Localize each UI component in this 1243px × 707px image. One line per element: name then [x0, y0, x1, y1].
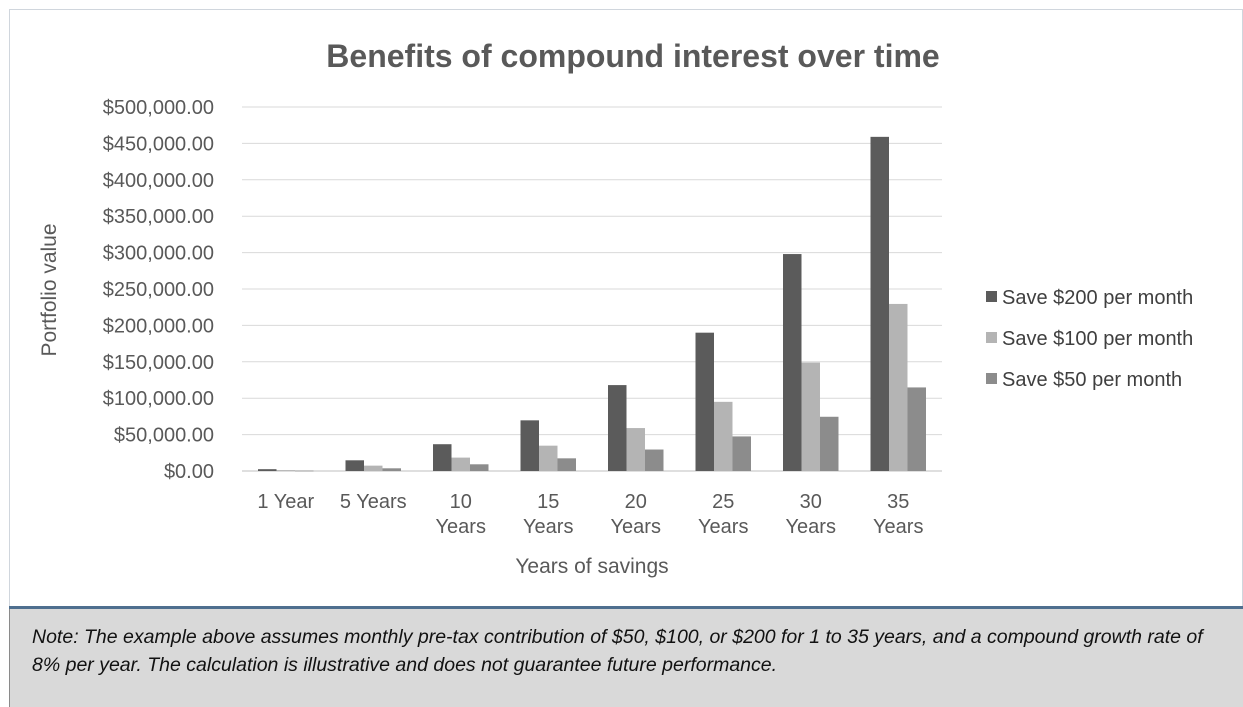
bar — [626, 428, 645, 471]
bars — [258, 136, 926, 472]
chart-title: Benefits of compound interest over time — [326, 38, 939, 74]
x-tick-label: 25 — [712, 491, 734, 513]
y-tick-label: $0.00 — [164, 461, 214, 483]
y-tick-label: $300,000.00 — [103, 243, 214, 265]
y-tick-label: $250,000.00 — [103, 279, 214, 301]
bar — [907, 387, 926, 471]
x-tick-label: 10 — [450, 491, 472, 513]
bar — [470, 464, 489, 471]
x-tick-label: 5 Years — [340, 491, 407, 513]
bar — [295, 470, 314, 472]
bar — [345, 460, 364, 471]
gridlines — [242, 106, 942, 472]
y-tick-label: $400,000.00 — [103, 170, 214, 192]
x-axis-title: Years of savings — [515, 555, 668, 578]
x-tick-label: Years — [611, 516, 661, 538]
bar — [645, 449, 664, 471]
x-tick-label: 35 — [887, 491, 909, 513]
legend-label: Save $200 per month — [1002, 287, 1193, 309]
bar — [539, 445, 558, 471]
bar — [714, 401, 733, 471]
bar — [276, 470, 295, 471]
bar — [608, 385, 627, 471]
y-axis-ticks: $0.00 $50,000.00 $100,000.00 $150,000.00 $20… — [103, 97, 214, 483]
y-tick-label: $150,000.00 — [103, 352, 214, 374]
x-tick-label: 20 — [625, 491, 647, 513]
bar — [364, 465, 383, 471]
legend-swatch — [986, 332, 997, 343]
bar — [820, 416, 839, 471]
chart-frame — [9, 9, 1243, 606]
y-tick-label: $350,000.00 — [103, 206, 214, 228]
note-text: Note: The example above assumes monthly … — [32, 626, 1203, 676]
legend-swatch — [986, 373, 997, 384]
x-tick-label: Years — [436, 516, 486, 538]
legend-label: Save $50 per month — [1002, 369, 1182, 391]
note-box: Note: The example above assumes monthly … — [9, 609, 1243, 707]
divider — [9, 606, 1243, 609]
y-axis-title: Portfolio value — [38, 223, 61, 356]
bar — [520, 420, 539, 471]
legend: Save $200 per month Save $100 per month Sa… — [986, 287, 1193, 391]
bar — [557, 458, 576, 471]
bar — [732, 436, 751, 471]
x-tick-label: 30 — [800, 491, 822, 513]
bar — [258, 469, 277, 471]
y-tick-label: $200,000.00 — [103, 315, 214, 337]
x-axis-ticks: 1 Year 5 Years 10 Years 15 Years 20 Years 25 Year… — [257, 491, 923, 538]
legend-swatch — [986, 291, 997, 302]
y-tick-label: $500,000.00 — [103, 97, 214, 119]
bar-chart: Benefits of compound interest over time … — [38, 38, 1193, 578]
x-tick-label: 1 Year — [257, 491, 314, 513]
bar — [382, 468, 401, 471]
x-tick-label: 15 — [537, 491, 559, 513]
bar — [451, 457, 470, 471]
bar — [889, 303, 908, 471]
y-tick-label: $100,000.00 — [103, 388, 214, 410]
x-tick-label: Years — [786, 516, 836, 538]
x-tick-label: Years — [873, 516, 923, 538]
x-tick-label: Years — [698, 516, 748, 538]
legend-label: Save $100 per month — [1002, 328, 1193, 350]
y-tick-label: $50,000.00 — [114, 425, 214, 447]
bar — [783, 254, 802, 471]
x-tick-label: Years — [523, 516, 573, 538]
bar — [433, 444, 452, 471]
bar — [695, 332, 714, 471]
y-tick-label: $450,000.00 — [103, 133, 214, 155]
bar — [801, 362, 820, 471]
bar — [870, 136, 889, 471]
